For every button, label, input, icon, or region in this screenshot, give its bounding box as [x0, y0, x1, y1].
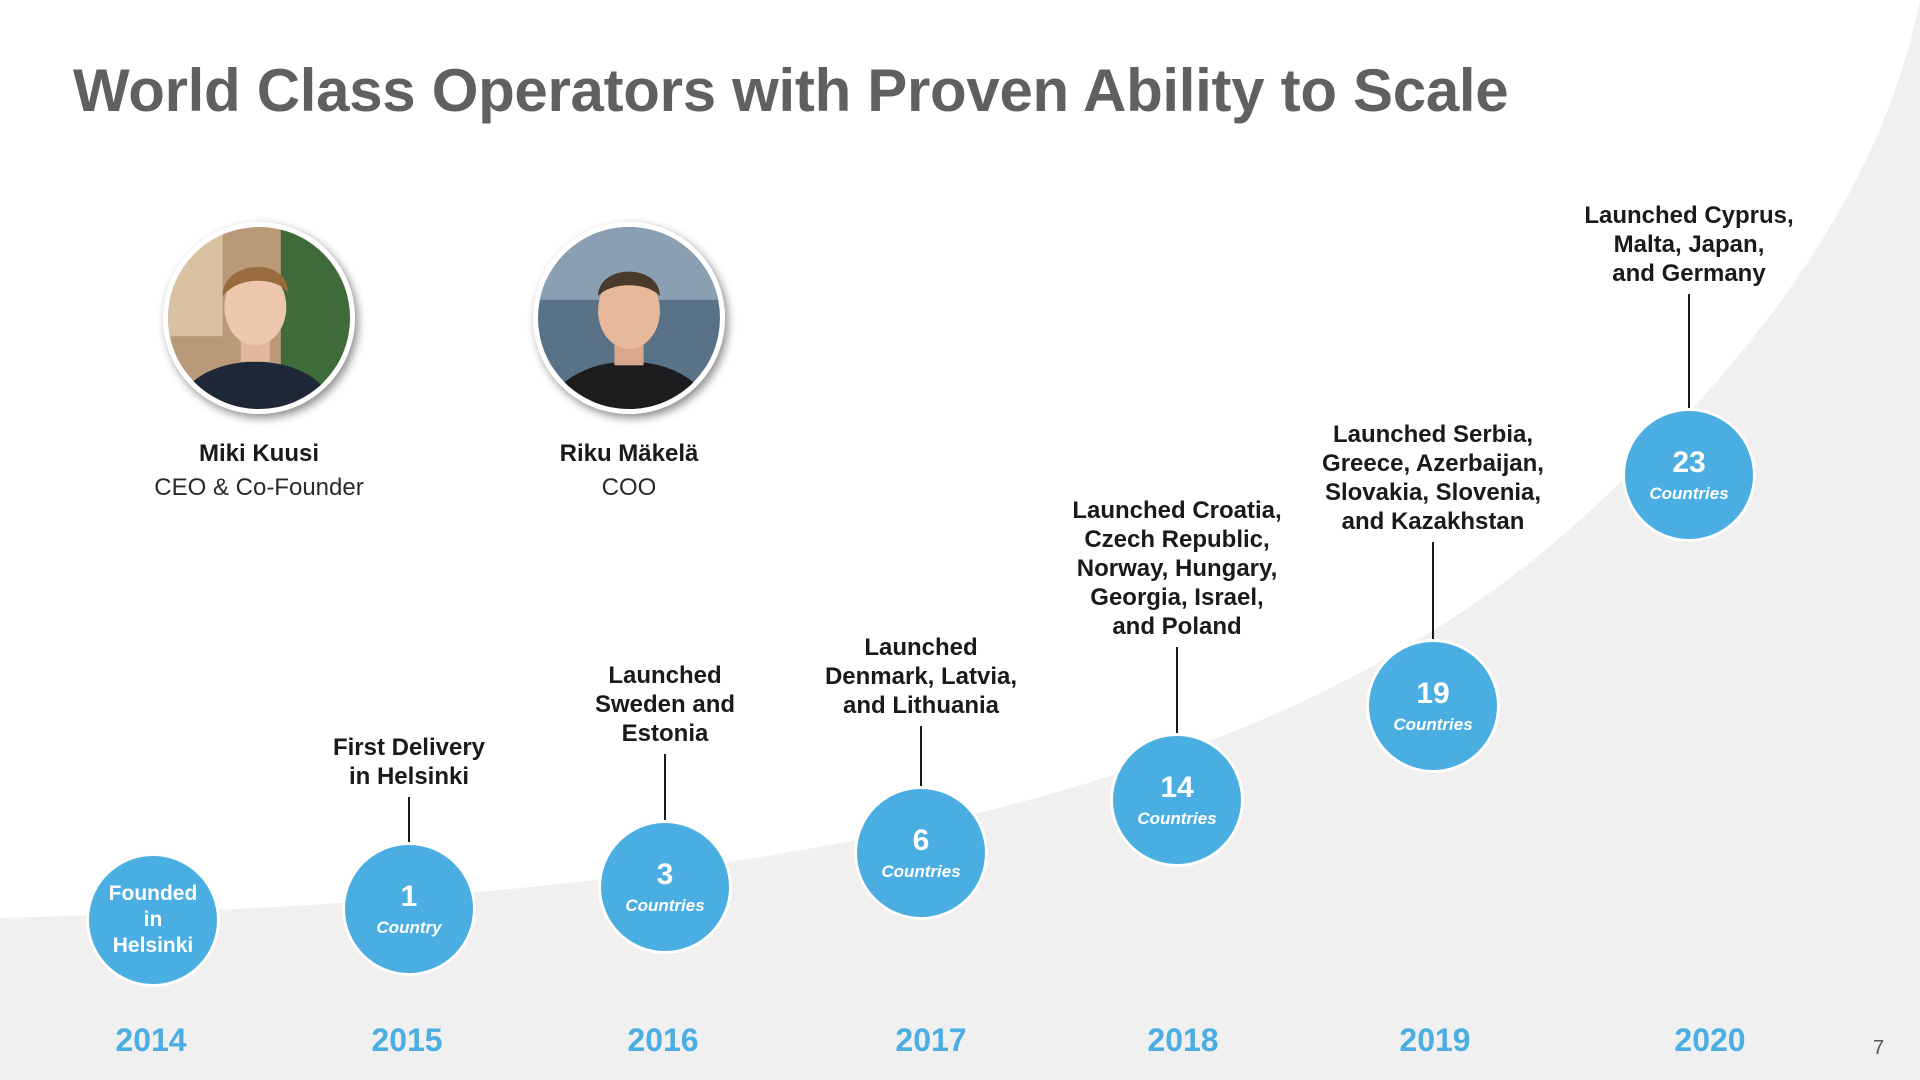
- milestone-circle-text: Founded: [108, 882, 198, 905]
- country-count: 23: [1672, 446, 1706, 479]
- milestone-connector-line: [408, 797, 410, 842]
- country-unit: Country: [376, 918, 442, 937]
- milestone-label-line: Norway, Hungary,: [1076, 555, 1278, 582]
- country-unit: Countries: [1649, 484, 1729, 503]
- country-count: 1: [400, 880, 418, 913]
- timeline-year: 2015: [371, 1022, 443, 1058]
- milestone-circle: 23 Countries: [1622, 408, 1756, 542]
- country-count: 6: [912, 824, 930, 857]
- milestone-connector-line: [1688, 294, 1690, 408]
- milestone-label-line: and Lithuania: [843, 692, 999, 719]
- milestone-label-line: Launched: [864, 634, 978, 661]
- portrait-photo-icon: [538, 227, 720, 409]
- page-number: 7: [1873, 1037, 1885, 1059]
- timeline-year: 2017: [895, 1022, 967, 1058]
- milestone-label: Launched Croatia, Czech Republic, Norway, …: [1027, 496, 1327, 641]
- milestone-label: Launched Serbia, Greece, Azerbaijan, Slova…: [1283, 420, 1583, 536]
- milestone-label-line: Slovakia, Slovenia,: [1324, 479, 1542, 506]
- portrait-photo-icon: [168, 227, 350, 409]
- milestone-label: First Delivery in Helsinki: [259, 733, 559, 791]
- milestone-connector-line: [920, 726, 922, 786]
- milestone-circle: 1 Country: [342, 842, 476, 976]
- milestone-label-line: and Germany: [1612, 260, 1766, 287]
- milestone-circle: 6 Countries: [854, 786, 988, 920]
- person-role: CEO & Co-Founder: [154, 474, 364, 501]
- milestone-label-line: Czech Republic,: [1084, 526, 1270, 553]
- milestone-label: Launched Sweden and Estonia: [515, 661, 815, 748]
- person-name: Riku Mäkelä: [559, 440, 699, 467]
- timeline-year: 2016: [627, 1022, 699, 1058]
- milestone-label-line: Estonia: [621, 720, 709, 747]
- timeline-year: 2020: [1674, 1022, 1746, 1058]
- milestone-connector-line: [664, 754, 666, 820]
- milestone-label-line: First Delivery: [332, 734, 486, 761]
- timeline-year: 2019: [1399, 1022, 1471, 1058]
- milestone-label-line: Sweden and: [594, 691, 736, 718]
- milestone-circle: 19 Countries: [1366, 639, 1500, 773]
- milestone-label-line: and Poland: [1112, 613, 1242, 640]
- milestone-connector-line: [1432, 542, 1434, 639]
- milestone-circle: Founded in Helsinki: [86, 853, 220, 987]
- milestone-label-line: Launched Serbia,: [1332, 421, 1534, 448]
- milestone-label-line: Malta, Japan,: [1613, 231, 1765, 258]
- timeline-year: 2014: [115, 1022, 187, 1058]
- avatar-riku-makela: [533, 222, 725, 414]
- country-count: 3: [656, 858, 674, 891]
- timeline-year: 2018: [1147, 1022, 1219, 1058]
- milestone-label-line: Launched: [608, 662, 722, 689]
- milestone-label-line: and Kazakhstan: [1341, 508, 1525, 535]
- avatar-miki-kuusi: [163, 222, 355, 414]
- milestone-circle: 14 Countries: [1110, 733, 1244, 867]
- person-role: COO: [601, 474, 657, 501]
- milestone-label-line: Denmark, Latvia,: [824, 663, 1018, 690]
- milestone-circle: 3 Countries: [598, 820, 732, 954]
- country-count: 14: [1160, 771, 1194, 804]
- milestone-label: Launched Denmark, Latvia, and Lithuania: [771, 633, 1071, 720]
- milestone-label-line: in Helsinki: [348, 763, 470, 790]
- country-unit: Countries: [1393, 715, 1473, 734]
- milestone-label-line: Georgia, Israel,: [1090, 584, 1264, 611]
- person-card-coo: Riku Mäkelä COO: [469, 222, 789, 502]
- country-unit: Countries: [625, 896, 705, 915]
- country-count: 19: [1416, 677, 1450, 710]
- milestone-label-line: Greece, Azerbaijan,: [1322, 450, 1544, 477]
- country-unit: Countries: [1137, 809, 1217, 828]
- milestone-circle-text: in: [143, 908, 163, 931]
- country-unit: Countries: [881, 862, 961, 881]
- slide-title: World Class Operators with Proven Abilit…: [73, 57, 1509, 124]
- milestone-circle-text: Helsinki: [112, 934, 194, 957]
- milestone-label-line: Launched Croatia,: [1072, 497, 1282, 524]
- milestone-connector-line: [1176, 647, 1178, 733]
- milestone-label-line: Launched Cyprus,: [1584, 202, 1794, 229]
- person-name: Miki Kuusi: [198, 440, 319, 467]
- person-card-ceo: Miki Kuusi CEO & Co-Founder: [99, 222, 419, 502]
- milestone-label: Launched Cyprus, Malta, Japan, and Germany: [1539, 201, 1839, 288]
